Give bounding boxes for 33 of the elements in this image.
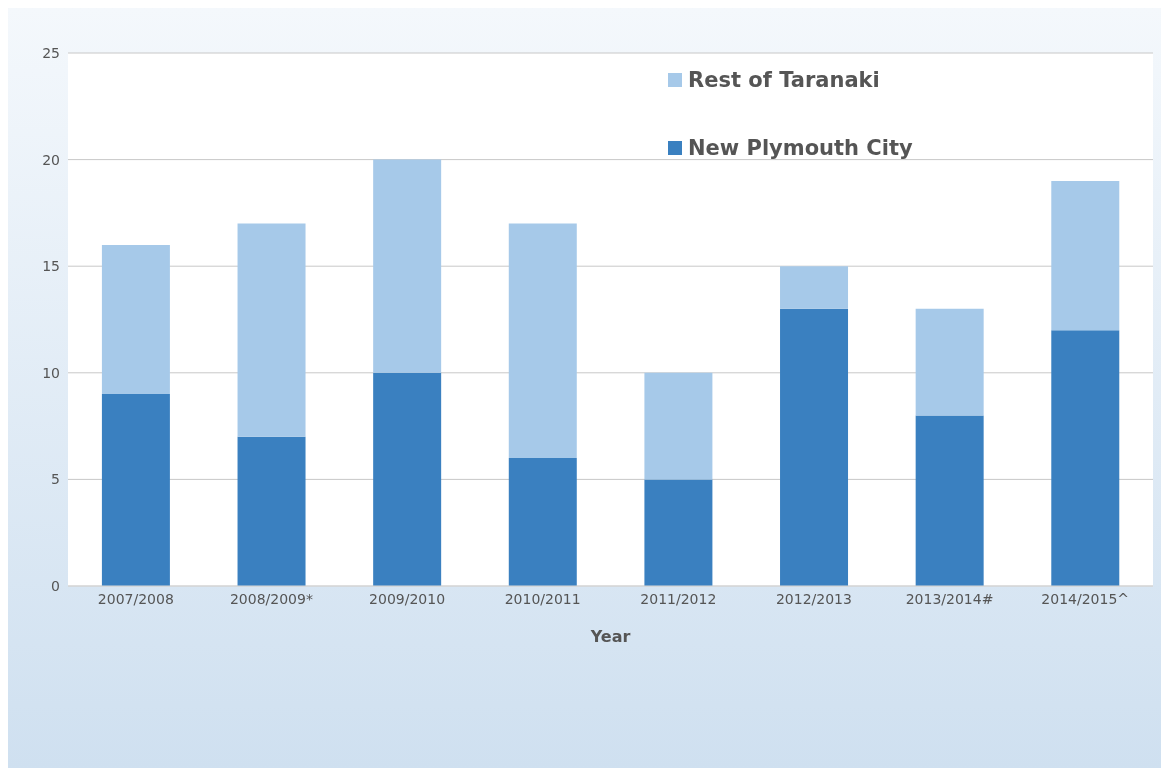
bar (508, 458, 577, 586)
bar (644, 479, 713, 586)
bar (915, 308, 984, 416)
legend-label: New Plymouth City (688, 136, 913, 160)
y-tick-label: 0 (51, 577, 60, 594)
x-tick-label: 2013/2014# (905, 590, 994, 607)
x-tick-label: 2014/2015^ (1041, 590, 1130, 607)
x-axis-title: Year (589, 627, 631, 646)
bar (915, 415, 984, 586)
x-tick-label: 2012/2013 (775, 590, 852, 607)
y-tick-label: 10 (42, 364, 60, 381)
bar (644, 372, 713, 480)
x-tick-label: 2008/2009* (229, 590, 313, 607)
x-tick-label: 2007/2008 (97, 590, 174, 607)
bar (1051, 330, 1120, 586)
bar (237, 436, 306, 586)
bar (780, 308, 849, 586)
x-tick-label: 2011/2012 (640, 590, 717, 607)
x-tick-label: 2009/2010 (369, 590, 446, 607)
bar (1051, 180, 1120, 331)
y-tick-label: 15 (42, 258, 60, 275)
x-tick-label: 2010/2011 (504, 590, 581, 607)
bar (373, 372, 442, 586)
legend-label: Rest of Taranaki (688, 68, 880, 92)
bar (101, 394, 170, 586)
bar (373, 159, 442, 373)
bar (508, 223, 577, 459)
bar (101, 244, 170, 395)
y-tick-label: 25 (42, 44, 60, 61)
y-tick-label: 20 (42, 151, 60, 168)
bar (780, 266, 849, 309)
bar (237, 223, 306, 437)
y-tick-label: 5 (51, 471, 60, 488)
